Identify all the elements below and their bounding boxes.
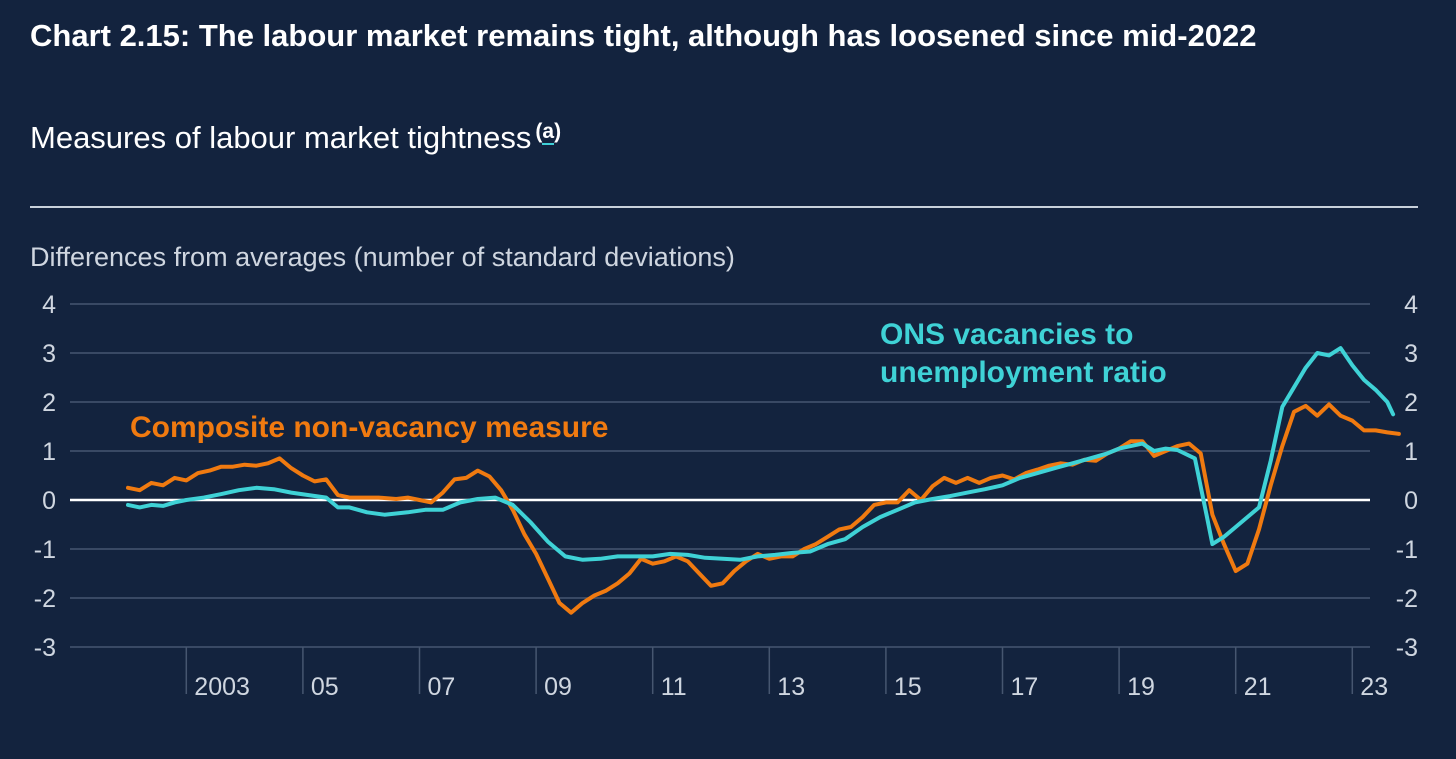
y-tick-label-left: 3 <box>42 340 56 368</box>
x-tick-label: 11 <box>661 673 687 701</box>
series-label-composite: Composite non-vacancy measure <box>130 411 609 444</box>
y-tick-label-left: 4 <box>42 291 56 319</box>
y-tick-label-right: 4 <box>1404 291 1418 319</box>
y-tick-label-left: -1 <box>34 536 56 564</box>
y-tick-label-left: 1 <box>42 438 56 466</box>
series-label-ons: ONS vacancies to <box>880 318 1133 351</box>
footnote-marker[interactable]: (a) <box>535 120 562 145</box>
y-tick-label-left: 0 <box>42 487 56 515</box>
subtitle-text: Measures of labour market tightness <box>30 120 532 155</box>
y-tick-label-right: -1 <box>1396 536 1418 564</box>
x-tick-label: 09 <box>544 673 572 701</box>
y-tick-label-right: -3 <box>1396 634 1418 662</box>
y-tick-label-right: 1 <box>1404 438 1418 466</box>
y-tick-label-right: 0 <box>1404 487 1418 515</box>
x-tick-label: 23 <box>1360 673 1388 701</box>
footnote-link[interactable]: a <box>542 120 555 145</box>
x-tick-label: 2003 <box>194 673 250 701</box>
x-tick-label: 17 <box>1011 673 1039 701</box>
y-axis-label: Differences from averages (number of sta… <box>30 242 735 272</box>
y-tick-label-right: 2 <box>1404 389 1418 417</box>
series-label-ons: unemployment ratio <box>880 356 1167 389</box>
x-tick-label: 05 <box>311 673 339 701</box>
x-tick-label: 13 <box>777 673 805 701</box>
y-tick-label-left: 2 <box>42 389 56 417</box>
series-line-ons <box>126 346 1396 562</box>
y-tick-label-left: -3 <box>34 634 56 662</box>
chart-title: Chart 2.15: The labour market remains ti… <box>30 18 1257 53</box>
x-tick-label: 07 <box>428 673 456 701</box>
y-tick-label-right: 3 <box>1404 340 1418 368</box>
series-line-composite <box>126 402 1401 615</box>
chart-subtitle: Measures of labour market tightness (a) <box>30 116 561 160</box>
y-tick-label-right: -2 <box>1396 585 1418 613</box>
x-tick-label: 19 <box>1127 673 1155 701</box>
x-tick-label: 15 <box>894 673 922 701</box>
y-tick-label-left: -2 <box>34 585 56 613</box>
x-tick-label: 21 <box>1244 673 1272 701</box>
